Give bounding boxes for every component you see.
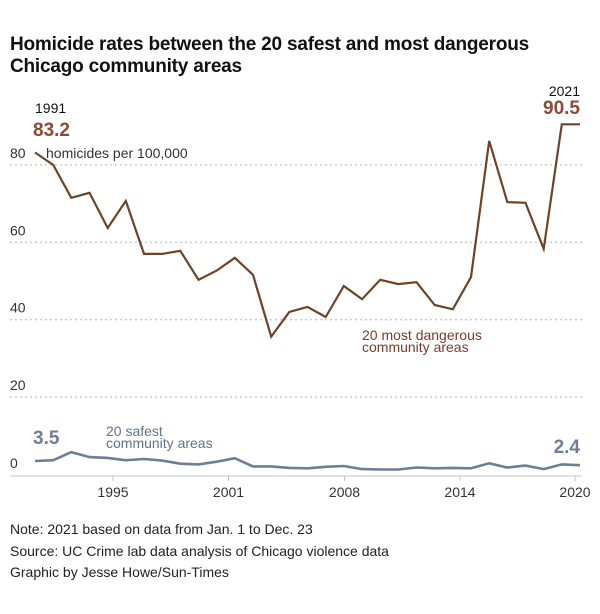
safe-series-line xyxy=(34,450,581,471)
dangerous-series-line xyxy=(34,123,580,340)
dangerous-series-label-line1: 20 most dangerous xyxy=(362,327,482,343)
safe-series-label-line2: community areas xyxy=(106,435,213,451)
x-tick-label: 2008 xyxy=(329,484,360,500)
chart-title: Homicide rates between the 20 safest and… xyxy=(10,34,530,77)
x-axis: 1995 2001 2008 2014 2020 xyxy=(10,475,591,500)
y-axis-label: homicides per 100,000 xyxy=(46,145,188,161)
credit-text: Graphic by Jesse Howe/Sun-Times xyxy=(10,564,229,580)
dangerous-series-label-line2: community areas xyxy=(362,339,469,355)
safe-start-value-label: 3.5 xyxy=(33,428,60,449)
y-tick-label: 20 xyxy=(10,377,26,393)
gridlines xyxy=(10,164,582,398)
x-tick-label: 1995 xyxy=(97,484,128,500)
start-year-label: 1991 xyxy=(35,100,66,116)
y-tick-label: 60 xyxy=(10,222,26,238)
y-tick-label: 80 xyxy=(10,145,26,161)
y-tick-label: 40 xyxy=(10,300,26,316)
x-tick-label: 2001 xyxy=(213,484,244,500)
safe-series-label-line1: 20 safest xyxy=(106,423,163,439)
safe-end-value-label: 2.4 xyxy=(554,437,581,458)
x-tick-label: 2020 xyxy=(559,484,590,500)
series-lines xyxy=(34,123,581,471)
start-value-label: 83.2 xyxy=(33,120,70,141)
end-year-label: 2021 xyxy=(549,83,580,99)
x-tick-label: 2014 xyxy=(444,484,475,500)
y-tick-label: 0 xyxy=(10,455,18,471)
y-tick-labels: 0 20 40 60 80 xyxy=(10,145,26,471)
footnotes: Note: 2021 based on data from Jan. 1 to … xyxy=(10,519,389,584)
note-text: Note: 2021 based on data from Jan. 1 to … xyxy=(10,521,313,537)
end-value-label: 90.5 xyxy=(543,98,580,119)
source-text: Source: UC Crime lab data analysis of Ch… xyxy=(10,542,389,559)
